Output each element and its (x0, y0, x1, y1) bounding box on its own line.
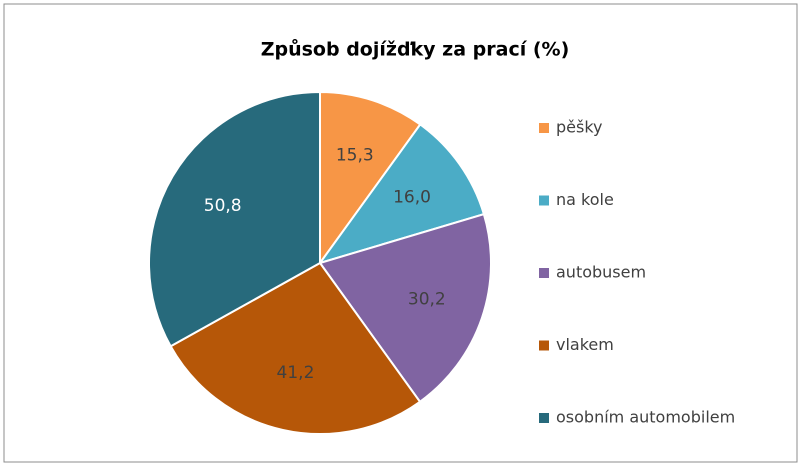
legend-label: autobusem (556, 263, 646, 282)
pie-slice (319, 90, 422, 267)
data-label: 50,8 (204, 196, 242, 216)
legend-swatch (539, 195, 549, 206)
pie-slice (148, 90, 321, 348)
legend-swatch (539, 123, 549, 133)
data-label: 41,2 (277, 363, 315, 383)
data-label: 15,3 (336, 146, 374, 166)
legend-label: na kole (556, 190, 614, 209)
data-label: 30,2 (408, 289, 446, 309)
legend-swatch (539, 340, 549, 351)
chart-title: Způsob dojížďky za prací (%) (261, 38, 570, 61)
legend-label: pěšky (556, 118, 603, 137)
legend-swatch (539, 413, 549, 423)
legend-swatch (539, 268, 549, 278)
pie-slice (317, 123, 486, 265)
pie-slice (318, 212, 492, 404)
legend-label: osobním automobilem (556, 408, 735, 427)
data-label: 16,0 (393, 188, 431, 208)
legend-label: vlakem (556, 335, 614, 354)
pie-slice (169, 261, 422, 435)
